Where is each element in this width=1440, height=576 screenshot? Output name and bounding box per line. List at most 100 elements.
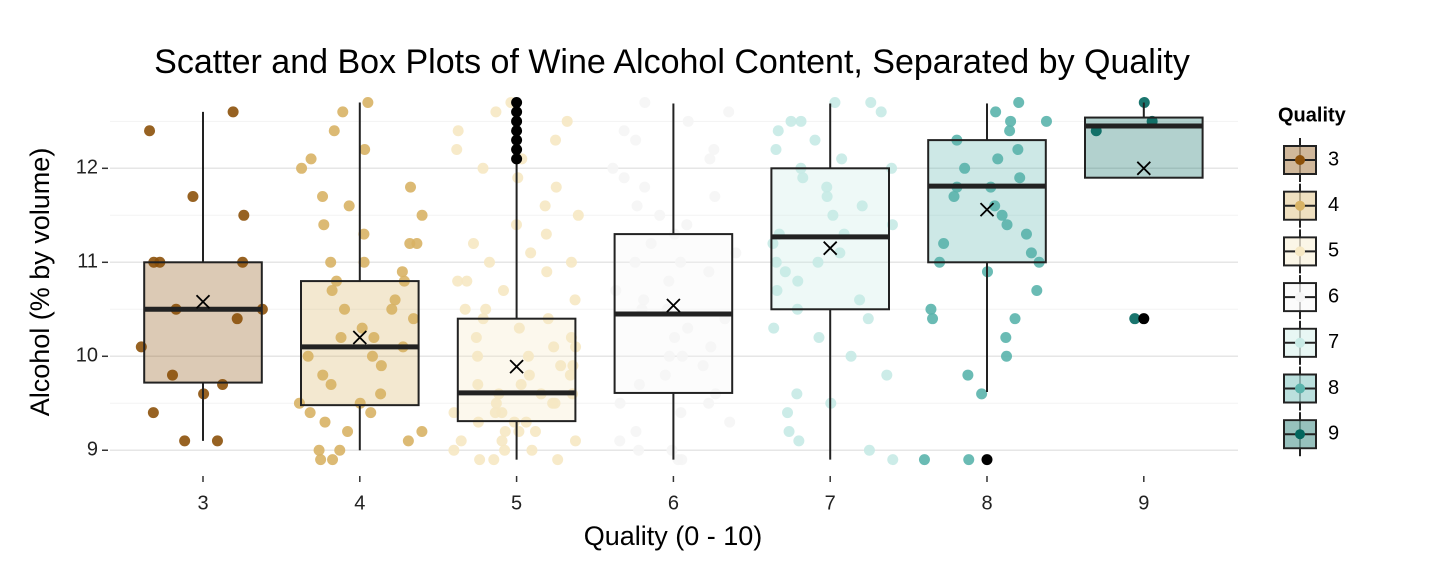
legend-point <box>1295 200 1305 211</box>
chart-title: Scatter and Box Plots of Wine Alcohol Co… <box>154 43 1190 81</box>
point <box>854 294 866 306</box>
point <box>1014 172 1026 184</box>
x-tick-label: 6 <box>668 492 679 514</box>
box <box>927 139 1047 264</box>
point <box>887 454 899 466</box>
point <box>666 444 678 456</box>
point <box>791 388 803 400</box>
outlier <box>511 153 523 165</box>
point <box>325 378 337 390</box>
legend-point <box>1295 292 1305 303</box>
mean-marker <box>509 359 524 374</box>
point <box>318 219 330 231</box>
y-tick-label: 11 <box>77 251 98 273</box>
point <box>513 425 525 437</box>
point <box>402 435 414 447</box>
mean-marker <box>979 202 995 217</box>
point <box>681 219 693 231</box>
point <box>959 162 971 174</box>
legend-label: 8 <box>1328 377 1339 399</box>
point <box>416 425 428 437</box>
point <box>705 341 717 353</box>
point <box>782 407 794 419</box>
point <box>881 369 893 381</box>
point <box>703 397 715 409</box>
point <box>865 97 877 109</box>
point <box>812 256 824 268</box>
legend-point <box>1295 246 1305 257</box>
point <box>639 97 651 109</box>
point <box>358 228 370 240</box>
point <box>676 350 688 362</box>
point <box>1012 144 1024 156</box>
point <box>569 294 581 306</box>
point <box>302 350 314 362</box>
point <box>770 144 782 156</box>
legend-point <box>1295 429 1305 440</box>
point <box>561 115 573 127</box>
legend-label: 6 <box>1328 285 1339 307</box>
point <box>645 237 657 249</box>
point <box>326 284 338 296</box>
point <box>654 209 666 221</box>
point <box>523 369 535 381</box>
legend-label: 9 <box>1328 422 1339 444</box>
y-tick-label: 9 <box>87 439 98 461</box>
point <box>555 360 567 372</box>
point <box>779 266 791 278</box>
outlier <box>981 454 993 466</box>
legend-point <box>1295 383 1305 394</box>
legend-label: 4 <box>1328 194 1339 216</box>
point <box>845 350 857 362</box>
legend-label: 3 <box>1328 148 1339 170</box>
point <box>296 162 308 174</box>
point <box>496 407 508 419</box>
outlier <box>511 97 523 109</box>
point <box>362 97 374 109</box>
mean-marker <box>195 294 211 309</box>
outlier <box>511 134 523 146</box>
y-tick-label: 12 <box>76 157 98 179</box>
point <box>405 181 417 193</box>
point <box>231 313 243 325</box>
point <box>990 106 1002 118</box>
point <box>675 256 687 268</box>
point <box>319 416 331 428</box>
point <box>821 181 833 193</box>
legend-label: 7 <box>1328 331 1339 353</box>
point <box>569 435 581 447</box>
point <box>614 435 626 447</box>
point <box>607 162 619 174</box>
point <box>472 378 484 390</box>
point <box>227 106 239 118</box>
point <box>639 181 651 193</box>
point <box>359 144 371 156</box>
point <box>708 144 720 156</box>
point <box>325 256 337 268</box>
point <box>1001 350 1013 362</box>
point <box>863 444 875 456</box>
point <box>1004 125 1016 137</box>
point <box>618 125 630 137</box>
point <box>672 454 684 466</box>
point <box>610 284 622 296</box>
point <box>548 341 560 353</box>
point <box>618 172 630 184</box>
point <box>480 303 492 315</box>
point <box>404 237 416 249</box>
point <box>1001 219 1013 231</box>
x-tick-label: 9 <box>1138 492 1149 514</box>
point <box>499 425 511 437</box>
point <box>366 350 378 362</box>
point <box>875 106 887 118</box>
point <box>490 106 502 118</box>
point <box>948 191 960 203</box>
x-tick-label: 4 <box>354 492 365 514</box>
point <box>317 191 329 203</box>
point <box>497 284 509 296</box>
point <box>317 369 329 381</box>
point <box>682 322 694 334</box>
point <box>785 115 797 127</box>
point <box>552 454 564 466</box>
